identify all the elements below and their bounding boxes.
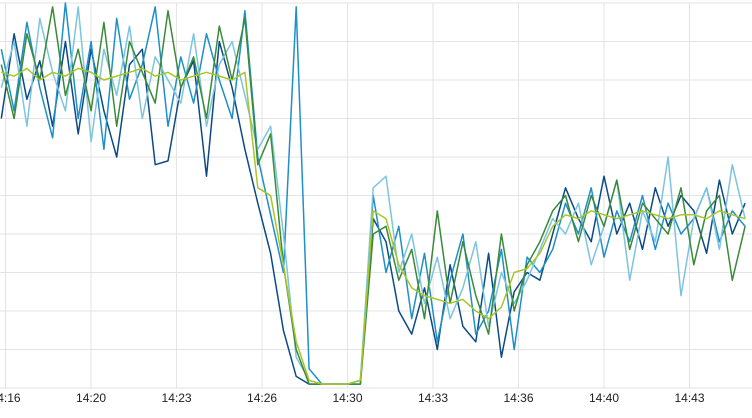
series-line [1,67,746,385]
x-tick-label: 14:16 [0,391,21,405]
x-tick-label: 14:26 [247,391,277,405]
x-tick-label: 14:33 [418,391,448,405]
series-line [0,6,746,385]
x-tick-label: 14:20 [76,391,106,405]
x-tick-label: 14:23 [162,391,192,405]
series-line [0,6,746,385]
x-tick-label: 14:36 [504,391,534,405]
series-line [0,33,746,385]
x-tick-label: 14:40 [589,391,619,405]
x-tick-label: 14:30 [333,391,363,405]
x-tick-label: 14:43 [674,391,704,405]
